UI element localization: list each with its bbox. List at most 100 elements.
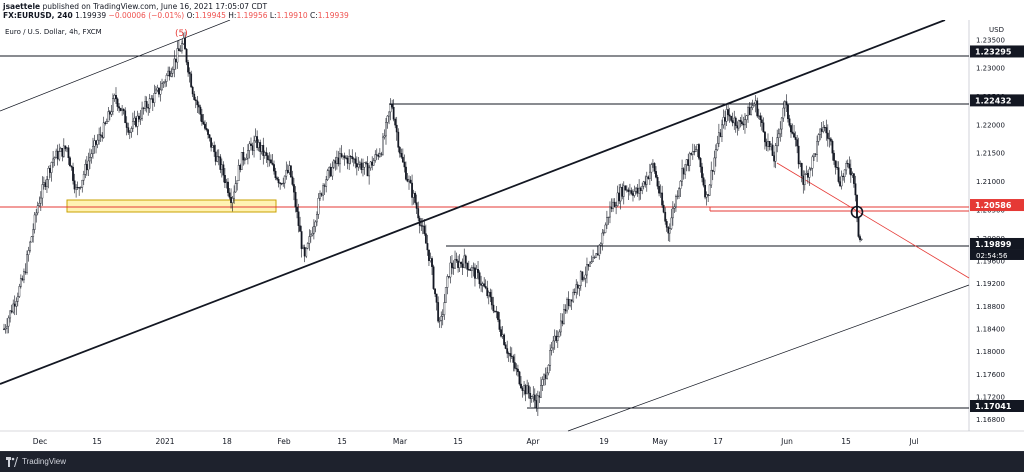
candle-body <box>78 187 81 189</box>
price-tick-label: 1.21500 <box>976 150 1005 158</box>
red-down-trendline[interactable] <box>776 162 970 279</box>
candle-body <box>837 167 840 182</box>
candle-body <box>365 162 367 164</box>
main-bold-trendline[interactable] <box>0 20 946 385</box>
candle-body <box>604 224 607 233</box>
candle-body <box>234 183 237 193</box>
candle-body <box>510 355 513 357</box>
price-label-box <box>970 237 1024 250</box>
candle-body <box>532 394 535 397</box>
candle-body <box>87 160 90 171</box>
candle-body <box>707 194 710 196</box>
candle-body <box>38 203 41 206</box>
candle-body <box>286 169 289 173</box>
candle-body <box>47 168 50 180</box>
candle-body <box>225 181 228 183</box>
candle-body <box>119 107 122 111</box>
candle-body <box>849 167 852 176</box>
candle-body <box>191 86 194 95</box>
candle-body <box>385 122 387 137</box>
price-tick-label: 1.23000 <box>976 65 1005 73</box>
candle-body <box>414 193 417 203</box>
candle-body <box>403 161 406 168</box>
candle-body <box>153 92 156 103</box>
currency-label: USD <box>989 26 1004 34</box>
candle-body <box>50 162 53 173</box>
candle-body <box>820 128 823 132</box>
candle-body <box>363 162 366 168</box>
candle-body <box>843 169 846 177</box>
candle-body <box>89 157 91 162</box>
candle-body <box>289 165 292 178</box>
candle-body <box>722 117 725 126</box>
candle-body <box>710 170 713 186</box>
candle-body <box>368 167 371 177</box>
candle-body <box>563 309 565 324</box>
candle-body <box>271 162 274 165</box>
candle-body <box>661 192 664 206</box>
candle-body <box>747 107 749 116</box>
upper-thin-trendline[interactable] <box>0 20 231 112</box>
candle-body <box>533 394 536 401</box>
price-axis-labels: 1.23295 1.22432 1.20586 1.19899 02:54:56 1.17… <box>970 45 1024 412</box>
candle-body <box>481 283 484 286</box>
support-zone-box[interactable] <box>66 199 277 213</box>
author-name[interactable]: jsaettele <box>3 2 41 11</box>
candle-body <box>447 276 450 278</box>
price-label-box <box>970 199 1024 212</box>
candle-body <box>105 121 108 124</box>
candle-body <box>478 272 481 285</box>
candle-body <box>716 143 719 150</box>
candle-body <box>177 48 180 51</box>
candle-body <box>95 140 97 145</box>
candle-body <box>616 192 619 206</box>
candle-body <box>630 190 633 194</box>
candle-body <box>535 400 538 409</box>
candle-body <box>497 311 499 320</box>
price-axis-background <box>969 20 1024 431</box>
price-chart[interactable]: Euro / U.S. Dollar, 4h, FXCM USD (5) 1.2… <box>0 20 1024 451</box>
candle-body <box>359 162 361 165</box>
candle-body <box>76 187 79 189</box>
candle-body <box>771 144 774 156</box>
tradingview-logo-icon <box>6 457 18 467</box>
candle-body <box>483 283 486 287</box>
candle-body <box>665 221 668 228</box>
lower-thin-trendline[interactable] <box>567 284 970 432</box>
candle-body <box>842 175 845 177</box>
candle-body <box>602 232 605 234</box>
countdown-box <box>970 249 1024 260</box>
candle-body <box>670 217 673 229</box>
candle-body <box>44 182 47 187</box>
candle-body <box>785 101 788 106</box>
candle-body <box>355 163 358 168</box>
candle-body <box>176 48 179 63</box>
candle-body <box>228 192 231 198</box>
target-circle[interactable] <box>850 205 864 219</box>
price-tick-label: 1.16800 <box>976 416 1005 424</box>
candle-body <box>624 185 627 191</box>
candle-body <box>311 233 314 236</box>
candle-body <box>635 187 637 192</box>
candle-body <box>243 159 246 161</box>
candle-body <box>776 137 779 146</box>
candle-body <box>204 123 206 129</box>
candle-body <box>352 158 355 160</box>
candle-body <box>133 117 136 122</box>
candle-body <box>392 106 395 120</box>
candle-body <box>185 48 188 63</box>
candle-body <box>586 264 588 276</box>
candle-body <box>65 147 68 150</box>
candle-body <box>458 261 461 268</box>
candle-body <box>466 262 469 270</box>
candle-body <box>782 107 785 119</box>
candle-body <box>714 149 717 159</box>
candle-body <box>108 111 111 115</box>
candle-body <box>428 249 430 261</box>
candle-body <box>171 69 174 74</box>
candle-body <box>227 181 229 193</box>
candle-body <box>415 202 418 209</box>
candle-body <box>237 165 240 181</box>
time-axis-ticks: Dec 15 2021 18 Feb 15 Mar 15 Apr 19 May 17 Jun 15 Jul <box>33 437 919 446</box>
footer-brand[interactable]: TradingView <box>22 457 67 466</box>
